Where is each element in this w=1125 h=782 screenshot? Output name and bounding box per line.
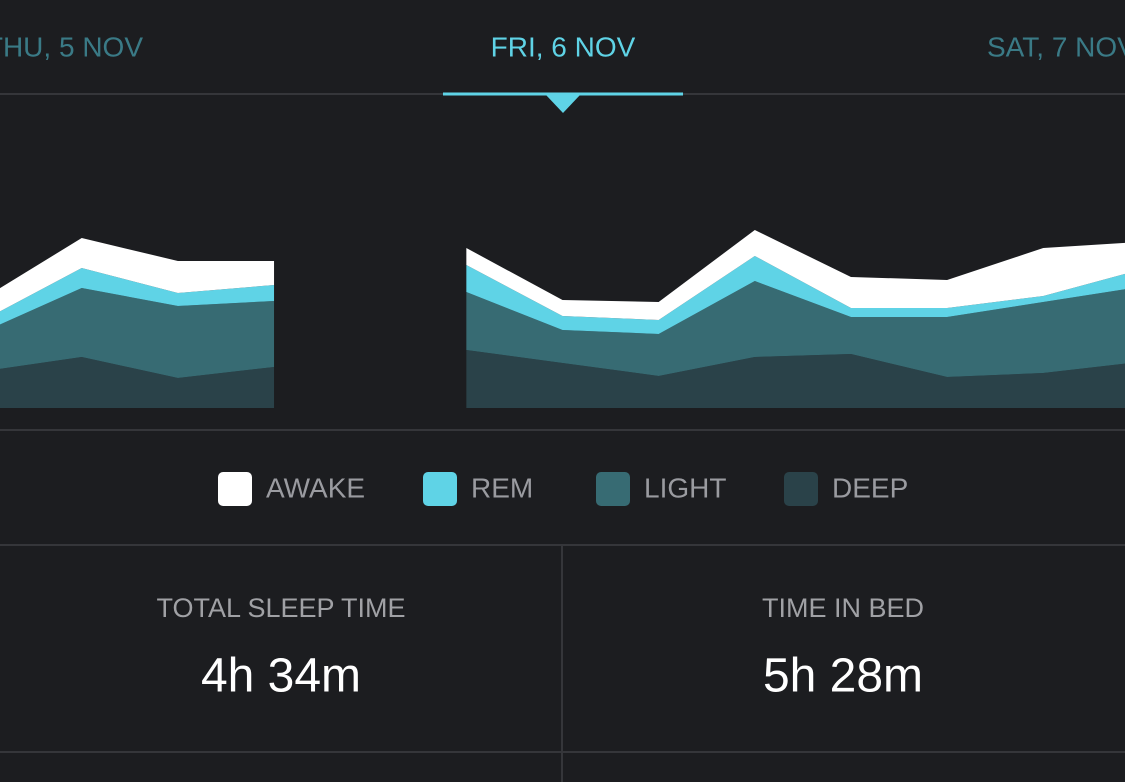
legend-label: REM (471, 472, 533, 503)
sleep-area (0, 350, 1125, 408)
date-tab[interactable]: THU, 5 NOV (0, 31, 143, 62)
legend-swatch (784, 472, 818, 506)
stat-label: TIME IN BED (762, 593, 924, 623)
legend-swatch (423, 472, 457, 506)
sleep-area (0, 256, 1125, 334)
sleep-chart (0, 230, 1125, 408)
date-tab-active[interactable]: FRI, 6 NOV (491, 31, 636, 62)
stat-value: 4h 34m (201, 650, 361, 703)
active-indicator (546, 95, 580, 113)
legend-swatch (218, 472, 252, 506)
date-tab[interactable]: SAT, 7 NOV (987, 31, 1125, 62)
stat-value: 5h 28m (763, 650, 923, 703)
legend-label: LIGHT (644, 472, 726, 503)
stat-label: TOTAL SLEEP TIME (156, 593, 405, 623)
legend: AWAKE REM LIGHT DEEP (218, 472, 908, 506)
legend-label: AWAKE (266, 472, 365, 503)
legend-label: DEEP (832, 472, 908, 503)
sleep-area (0, 281, 1125, 378)
legend-swatch (596, 472, 630, 506)
sleep-area (0, 230, 1125, 320)
